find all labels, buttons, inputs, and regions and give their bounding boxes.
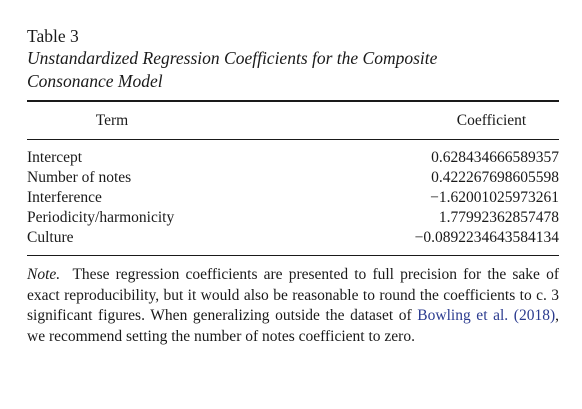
coefficient-cell: 0.422267698605598 [431, 169, 559, 186]
term-cell: Number of notes [27, 169, 132, 186]
term-cell: Culture [27, 229, 74, 246]
column-header-term: Term [95, 111, 129, 129]
bottom-rule [27, 255, 559, 256]
coefficient-cell: −0.0892234643584134 [414, 229, 559, 246]
top-rule [27, 100, 559, 102]
coefficient-cell: 1.77992362857478 [438, 209, 559, 226]
table-row: Periodicity/harmonicity 1.77992362857478 [27, 208, 559, 228]
header-rule [27, 139, 559, 140]
note-label: Note. [27, 266, 61, 283]
table-number: Table 3 [27, 26, 79, 46]
coefficient-cell: 0.628434666589357 [431, 149, 559, 166]
table-row: Culture −0.0892234643584134 [27, 228, 559, 248]
table-title-line-2: Consonance Model [27, 71, 163, 91]
column-header-coefficient: Coefficient [456, 111, 527, 129]
table-title-line-1: Unstandardized Regression Coefficients f… [27, 48, 438, 68]
note-text-end: , we recommend setting the number of not… [27, 307, 559, 345]
table-row: Intercept 0.628434666589357 [27, 148, 559, 168]
table-row: Interference −1.62001025973261 [27, 188, 559, 208]
table-header-row: Term Coefficient [27, 102, 559, 139]
term-cell: Intercept [27, 149, 83, 166]
table-row: Number of notes 0.422267698605598 [27, 168, 559, 188]
term-cell: Interference [27, 189, 102, 206]
table-note: Note. These regression coefficients are … [27, 256, 559, 347]
note-text: These regression coefficients are presen… [27, 266, 560, 324]
citation-link[interactable]: Bowling et al. (2018) [417, 307, 556, 324]
regression-table: Table 3 Unstandardized Regression Coeffi… [27, 25, 559, 347]
table-body: Intercept 0.628434666589357 Number of no… [27, 148, 559, 248]
table-title: Unstandardized Regression Coefficients f… [27, 47, 559, 93]
term-cell: Periodicity/harmonicity [27, 209, 175, 226]
coefficient-cell: −1.62001025973261 [430, 189, 559, 206]
